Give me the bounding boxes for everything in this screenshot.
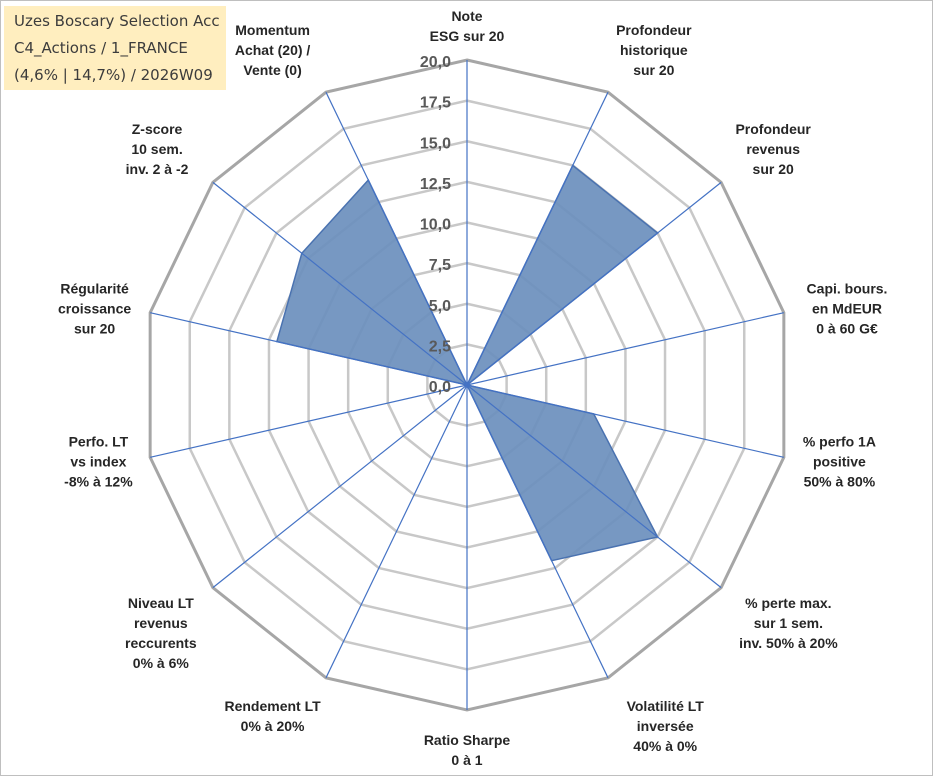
- axis-label-line: % perfo 1A: [803, 433, 876, 449]
- axis-spoke: [212, 384, 468, 589]
- axis-label: Z-score 10 sem. inv. 2 à -2: [126, 121, 189, 177]
- axis-label-line: inversée: [637, 718, 694, 734]
- radial-tick-label: 12,5: [420, 176, 451, 193]
- axis-label-line: 40% à 0%: [633, 738, 697, 754]
- chart-title-box: Uzes Boscary Selection Acc C4_Actions / …: [4, 6, 226, 90]
- data-polygon: [275, 164, 659, 562]
- radial-tick-label: 17,5: [420, 95, 451, 112]
- axis-label-line: sur 20: [74, 321, 115, 337]
- axis-spoke: [466, 312, 784, 386]
- axis-label-line: revenus: [746, 141, 800, 157]
- axis-label-line: revenus: [134, 615, 188, 631]
- axis-label: Régularité croissance sur 20: [58, 281, 131, 337]
- axis-spoke: [466, 181, 722, 386]
- radial-tick-label: 5,0: [429, 298, 451, 315]
- axis-label-line: vs index: [70, 453, 126, 469]
- axis-label: Volatilité LT inversée 40% à 0%: [627, 698, 705, 754]
- axis-label: Profondeur revenus sur 20: [735, 121, 811, 177]
- axis-label-line: 0 à 60 G€: [816, 321, 878, 337]
- axis-spoke: [150, 384, 468, 458]
- axis-spoke: [466, 384, 784, 458]
- axis-spoke: [466, 384, 609, 679]
- axis-label: Profondeur historique sur 20: [616, 22, 692, 78]
- axis-spoke: [466, 91, 609, 386]
- axis-label-line: historique: [620, 42, 688, 58]
- axis-label-line: Niveau LT: [128, 595, 194, 611]
- axis-label: % perfo 1A positive 50% à 80%: [803, 433, 876, 489]
- chart-title-line-3: (4,6% | 14,7%) / 2026W09: [14, 66, 213, 84]
- axis-label: Capi. bours. en MdEUR 0 à 60 G€: [807, 281, 888, 337]
- axis-label: Momentum Achat (20) / Vente (0): [235, 22, 311, 78]
- axis-label-line: Perfo. LT: [69, 433, 129, 449]
- axis-label-line: Volatilité LT: [627, 698, 705, 714]
- axis-label-line: % perte max.: [745, 595, 831, 611]
- axis-label-line: reccurents: [125, 635, 197, 651]
- axis-label-line: 0 à 1: [451, 752, 482, 768]
- axis-label-line: Vente (0): [243, 62, 301, 78]
- axis-label-line: inv. 2 à -2: [126, 161, 189, 177]
- axis-label: % perte max. sur 1 sem. inv. 50% à 20%: [739, 595, 838, 651]
- radial-tick-label: 15,0: [420, 135, 451, 152]
- axis-spoke: [150, 312, 468, 386]
- axis-label: Note ESG sur 20: [430, 8, 505, 44]
- radial-tick-label: 10,0: [420, 217, 451, 234]
- axis-label-line: sur 20: [753, 161, 794, 177]
- radial-tick-label: 2,5: [429, 338, 451, 355]
- axis-label-line: sur 1 sem.: [754, 615, 823, 631]
- axis-spoke: [466, 384, 722, 589]
- axis-label-line: en MdEUR: [812, 301, 882, 317]
- axis-label: Perfo. LT vs index -8% à 12%: [64, 433, 133, 489]
- axis-label-line: croissance: [58, 301, 131, 317]
- chart-title-line-1: Uzes Boscary Selection Acc: [14, 12, 220, 30]
- axis-label-line: sur 20: [633, 62, 674, 78]
- axis-label: Niveau LT revenus reccurents 0% à 6%: [125, 595, 197, 671]
- axis-label-line: Z-score: [132, 121, 183, 137]
- axis-label-line: ESG sur 20: [430, 28, 505, 44]
- axis-spoke: [325, 384, 468, 679]
- axis-label-line: 50% à 80%: [804, 473, 876, 489]
- axis-label-line: 0% à 6%: [133, 655, 190, 671]
- radial-tick-label: 20,0: [420, 54, 451, 71]
- radial-tick-label: 7,5: [429, 257, 451, 274]
- axis-spoke: [325, 91, 468, 386]
- axis-label-line: Profondeur: [735, 121, 811, 137]
- axis-label-line: 0% à 20%: [241, 718, 305, 734]
- axis-label-line: Momentum: [235, 22, 310, 38]
- chart-title-line-2: C4_Actions / 1_FRANCE: [14, 39, 188, 57]
- axis-spoke: [212, 181, 468, 386]
- axis-label-line: Capi. bours.: [807, 281, 888, 297]
- axis-label-line: Ratio Sharpe: [424, 732, 511, 748]
- axis-label-line: Régularité: [60, 281, 129, 297]
- axis-label-line: positive: [813, 453, 866, 469]
- axis-label-line: Profondeur: [616, 22, 692, 38]
- axis-label-line: -8% à 12%: [64, 473, 133, 489]
- axis-label: Rendement LT 0% à 20%: [224, 698, 321, 734]
- radial-tick-label: 0,0: [429, 379, 451, 396]
- axis-label: Ratio Sharpe 0 à 1: [424, 732, 511, 768]
- axis-label-line: inv. 50% à 20%: [739, 635, 838, 651]
- axis-label-line: Rendement LT: [224, 698, 321, 714]
- axis-label-line: Note: [451, 8, 482, 24]
- axis-label-line: 10 sem.: [131, 141, 182, 157]
- axis-label-line: Achat (20) /: [235, 42, 311, 58]
